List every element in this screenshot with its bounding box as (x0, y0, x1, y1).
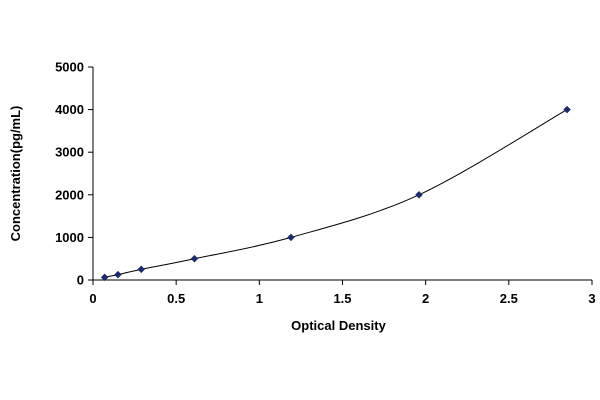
data-point-marker (100, 273, 109, 282)
x-tick-label: 1.5 (333, 291, 351, 306)
y-tick-label: 2000 (55, 187, 84, 202)
x-tick-label: 2.5 (500, 291, 518, 306)
x-tick-label: 0 (89, 291, 96, 306)
x-tick-label: 3 (588, 291, 595, 306)
x-tick-label: 0.5 (167, 291, 185, 306)
data-points (100, 105, 571, 282)
trend-curve (104, 109, 568, 278)
y-tick-label: 5000 (55, 60, 84, 75)
data-point-marker (563, 105, 571, 114)
y-axis-title: Concentration(pg/mL) (8, 106, 23, 242)
x-axis-ticks: 0 0.5 1 1.5 2 2.5 3 (89, 280, 596, 306)
x-tick-label: 1 (256, 291, 263, 306)
y-tick-label: 0 (77, 273, 84, 288)
x-axis-title: Optical Density (291, 318, 386, 333)
data-point-marker (415, 190, 423, 199)
data-point-marker (190, 254, 199, 263)
y-tick-label: 1000 (55, 230, 84, 245)
y-axis-ticks: 0 1000 2000 3000 4000 5000 (55, 60, 93, 288)
data-point-marker (137, 265, 146, 274)
data-point-marker (114, 270, 122, 279)
x-tick-label: 2 (422, 291, 429, 306)
y-tick-label: 4000 (55, 102, 84, 117)
data-point-marker (287, 233, 295, 242)
y-tick-label: 3000 (55, 145, 84, 160)
